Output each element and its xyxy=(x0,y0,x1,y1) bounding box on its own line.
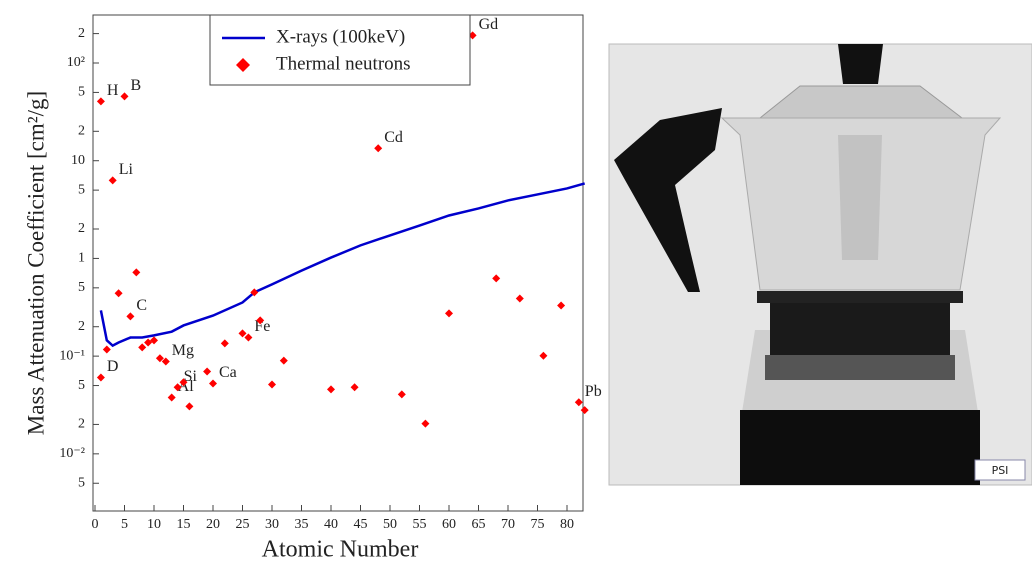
data-point xyxy=(238,329,247,338)
data-point xyxy=(220,339,229,348)
point-label: Li xyxy=(119,161,134,178)
y-tick-label: 2 xyxy=(78,417,85,432)
data-point xyxy=(203,367,212,376)
point-label: Ca xyxy=(219,364,237,381)
y-tick-label: 10 xyxy=(71,153,85,168)
legend-swatch xyxy=(236,58,250,72)
point-label: D xyxy=(107,358,119,375)
pot-funnel xyxy=(838,135,882,260)
x-tick-label: 0 xyxy=(92,517,99,532)
x-tick-label: 75 xyxy=(531,517,545,532)
data-point xyxy=(574,398,583,407)
x-tick-label: 65 xyxy=(472,517,486,532)
x-tick-label: 80 xyxy=(560,517,574,532)
point-label: Pb xyxy=(585,383,602,400)
y-tick-label: 2 xyxy=(78,221,85,236)
y-tick-label: 10⁻² xyxy=(59,446,85,461)
data-point xyxy=(350,383,359,392)
logo-box xyxy=(974,459,1026,481)
pot-handle xyxy=(614,108,722,292)
data-point xyxy=(580,406,589,415)
point-label: Gd xyxy=(479,16,499,33)
x-tick-label: 60 xyxy=(442,517,456,532)
x-tick-label: 5 xyxy=(121,517,128,532)
data-point xyxy=(397,390,406,399)
y-tick-label: 2 xyxy=(78,319,85,334)
data-point xyxy=(132,268,141,277)
data-point xyxy=(126,312,135,321)
y-axis-label: Mass Attenuation Coefficient [cm²/g] xyxy=(23,91,48,435)
data-point xyxy=(120,92,129,101)
data-point xyxy=(173,383,182,392)
pot-seal xyxy=(757,291,963,303)
y-tick-label: 10² xyxy=(67,55,85,70)
y-tick-label: 5 xyxy=(78,85,85,100)
data-point xyxy=(244,333,253,342)
point-label: H xyxy=(107,82,119,99)
data-point xyxy=(250,288,259,297)
data-point xyxy=(421,419,430,428)
x-tick-label: 20 xyxy=(206,517,220,532)
pot-filter xyxy=(770,303,950,358)
point-label: Si xyxy=(184,368,198,385)
legend-label: Thermal neutrons xyxy=(276,53,411,74)
x-tick-label: 15 xyxy=(177,517,191,532)
pot-knob xyxy=(838,44,883,84)
point-label: B xyxy=(131,77,142,94)
x-tick-label: 30 xyxy=(265,517,279,532)
data-point xyxy=(492,274,501,283)
x-tick-label: 40 xyxy=(324,517,338,532)
x-tick-label: 45 xyxy=(354,517,368,532)
data-point xyxy=(114,289,123,298)
y-tick-label: 5 xyxy=(78,378,85,393)
point-label: Cd xyxy=(384,129,403,146)
data-point xyxy=(102,345,111,354)
y-tick-label: 5 xyxy=(78,475,85,490)
y-tick-label: 5 xyxy=(78,280,85,295)
data-point xyxy=(138,343,147,352)
data-point xyxy=(268,380,276,389)
point-label: C xyxy=(136,297,147,314)
legend-box xyxy=(209,14,471,86)
x-tick-label: 10 xyxy=(147,517,161,532)
y-tick-label: 5 xyxy=(78,182,85,197)
x-tick-label: 70 xyxy=(501,517,515,532)
x-tick-label: 25 xyxy=(236,517,250,532)
x-tick-label: 35 xyxy=(295,517,309,532)
y-tick-label: 1 xyxy=(78,251,85,266)
data-point xyxy=(150,336,158,345)
point-label: Mg xyxy=(172,342,194,359)
data-point xyxy=(539,351,548,360)
x-tick-label: 55 xyxy=(413,517,427,532)
legend-label: X-rays (100keV) xyxy=(276,26,405,47)
data-line xyxy=(99,182,586,348)
data-point xyxy=(374,144,383,153)
data-point xyxy=(161,357,170,366)
data-point xyxy=(279,356,288,365)
data-point xyxy=(155,354,164,363)
data-point xyxy=(327,385,335,394)
data-point xyxy=(96,373,105,382)
y-tick-label: 2 xyxy=(78,124,85,139)
pot-water xyxy=(740,410,980,485)
data-point xyxy=(557,301,566,310)
data-point xyxy=(515,294,524,303)
data-point xyxy=(209,379,217,388)
data-point xyxy=(108,176,117,185)
data-point xyxy=(96,97,105,106)
x-tick-label: 50 xyxy=(383,517,397,532)
data-point xyxy=(468,31,477,40)
y-tick-label: 2 xyxy=(78,26,85,41)
data-point xyxy=(179,378,188,387)
data-point xyxy=(445,309,453,318)
x-axis-label: Atomic Number xyxy=(262,537,419,563)
data-point xyxy=(256,316,265,325)
pot-water-line xyxy=(765,355,955,380)
photo: PSI xyxy=(608,43,1032,486)
y-tick-label: 10⁻¹ xyxy=(59,348,85,363)
logo: PSI xyxy=(992,464,1009,477)
data-point xyxy=(167,393,176,402)
data-point xyxy=(185,402,194,411)
